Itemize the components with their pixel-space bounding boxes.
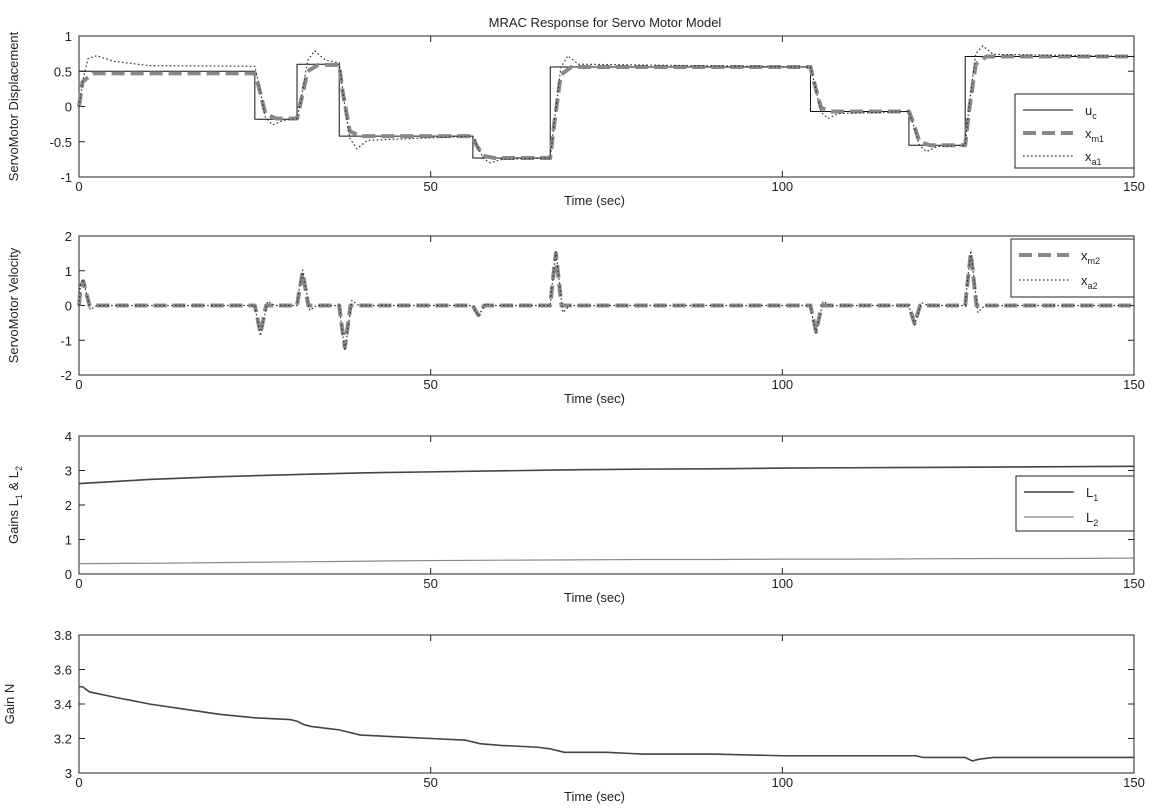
y-tick-label: -0.5: [50, 135, 72, 150]
x-tick-label: 100: [771, 775, 793, 790]
y-tick-label: 4: [65, 429, 72, 444]
x-tick-label: 150: [1123, 377, 1145, 392]
x-axis-label: Time (sec): [564, 590, 625, 605]
axes-box: [78, 35, 1135, 178]
series-line-n: [79, 685, 1134, 762]
x-tick-label: 0: [75, 179, 82, 194]
legend-entry-label: xa2: [1081, 273, 1098, 291]
figure-title: MRAC Response for Servo Motor Model: [489, 15, 722, 30]
y-tick-label: -1: [60, 333, 72, 348]
x-tick-label: 0: [75, 775, 82, 790]
legend-entry-label: xa1: [1085, 149, 1102, 167]
y-tick-label: 3.2: [54, 732, 72, 747]
legend-entry-label: xm1: [1085, 126, 1104, 144]
series-line-x-a2: [78, 249, 1134, 352]
y-tick-label: 3.6: [54, 663, 72, 678]
y-tick-label: 3.8: [54, 628, 72, 643]
subplot-4: 0 50 100 150 3 3.2 3.4 3.6 3.8 Time (sec) Gain N: [2, 628, 1145, 804]
x-tick-label: 50: [423, 576, 437, 591]
legend-entry-label: L2: [1086, 510, 1098, 528]
x-tick-label: 0: [75, 576, 82, 591]
y-axis-label: Gain N: [2, 684, 17, 724]
y-tick-label: 2: [65, 229, 72, 244]
legend: uc xm1 xa1: [1014, 93, 1135, 169]
x-tick-label: 100: [771, 377, 793, 392]
x-axis-label: Time (sec): [564, 193, 625, 208]
y-tick-label: -1: [60, 170, 72, 185]
x-tick-label: 50: [423, 377, 437, 392]
subplot-2: 0 50 100 150 -2 -1 0 1 2 Time (sec) ServoMotor Vel…: [6, 229, 1145, 406]
y-tick-label: 2: [65, 498, 72, 513]
legend-box: [1015, 475, 1135, 532]
series-line-x-m1: [77, 54, 1134, 160]
x-tick-label: 0: [75, 377, 82, 392]
legend-entry-label: L1: [1086, 485, 1098, 503]
legend-entry-label: uc: [1085, 103, 1097, 121]
x-axis-label: Time (sec): [564, 789, 625, 804]
x-tick-label: 100: [771, 576, 793, 591]
y-tick-label: 1: [65, 264, 72, 279]
y-tick-label: 3: [65, 766, 72, 781]
x-tick-label: 50: [423, 775, 437, 790]
x-tick-label: 150: [1123, 179, 1145, 194]
y-tick-label: 0.5: [54, 64, 72, 79]
series-line-l-2: [78, 557, 1135, 565]
y-axis-label: ServoMotor Velocity: [6, 247, 21, 363]
subplot-1: 0 50 100 150 -1 -0.5 0 0.5 1 Time (sec) ServoMotor…: [6, 29, 1145, 208]
x-tick-label: 150: [1123, 576, 1145, 591]
legend-box: [1010, 238, 1135, 298]
x-tick-label: 150: [1123, 775, 1145, 790]
series-line-l-1: [78, 465, 1135, 485]
y-tick-label: 1: [65, 533, 72, 548]
axes-box: [78, 435, 1135, 575]
y-tick-label: 3.4: [54, 697, 72, 712]
series-line-x-a1: [78, 45, 1135, 164]
x-tick-label: 50: [423, 179, 437, 194]
legend-entry-label: xm2: [1081, 248, 1100, 266]
x-axis-label: Time (sec): [564, 391, 625, 406]
y-tick-label: -2: [60, 368, 72, 383]
y-tick-label: 3: [65, 464, 72, 479]
y-tick-label: 0: [65, 567, 72, 582]
y-axis-label: ServoMotor Displacement: [6, 31, 21, 181]
axes-box: [78, 634, 1135, 774]
y-tick-label: 0: [65, 100, 72, 115]
x-tick-label: 100: [771, 179, 793, 194]
y-tick-label: 1: [65, 29, 72, 44]
y-tick-label: 0: [65, 299, 72, 314]
y-axis-label: Gains L1 & L2: [6, 466, 24, 544]
